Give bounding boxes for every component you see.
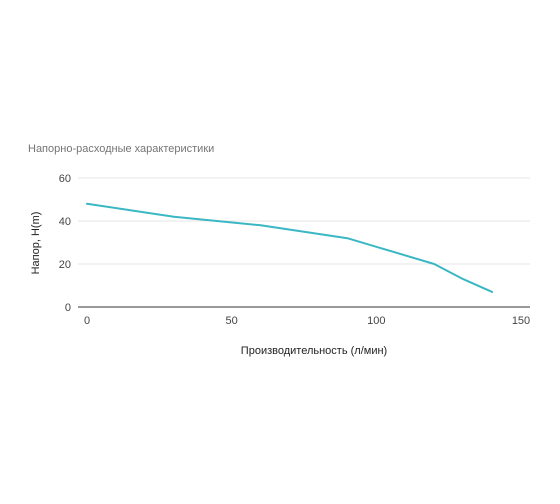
x-axis-label: Производительность (л/мин) xyxy=(240,345,388,357)
x-tick-label-100: 100 xyxy=(367,315,385,327)
chart-title: Напорно-расходные характеристики xyxy=(28,143,215,155)
y-tick-label-60: 60 xyxy=(59,173,71,185)
series-line-0 xyxy=(86,202,494,293)
y-tick-label-0: 0 xyxy=(65,302,71,314)
series-layer xyxy=(86,202,494,293)
y-tick-label-20: 20 xyxy=(59,259,71,271)
x-tick-label-0: 0 xyxy=(84,315,90,327)
y-tick-label-40: 40 xyxy=(59,216,71,228)
x-tick-label-150: 150 xyxy=(512,315,530,327)
grid-lines xyxy=(78,177,530,308)
tick-labels: 0 20 40 60 0 50 100 150 xyxy=(59,173,530,327)
x-tick-label-50: 50 xyxy=(226,315,238,327)
